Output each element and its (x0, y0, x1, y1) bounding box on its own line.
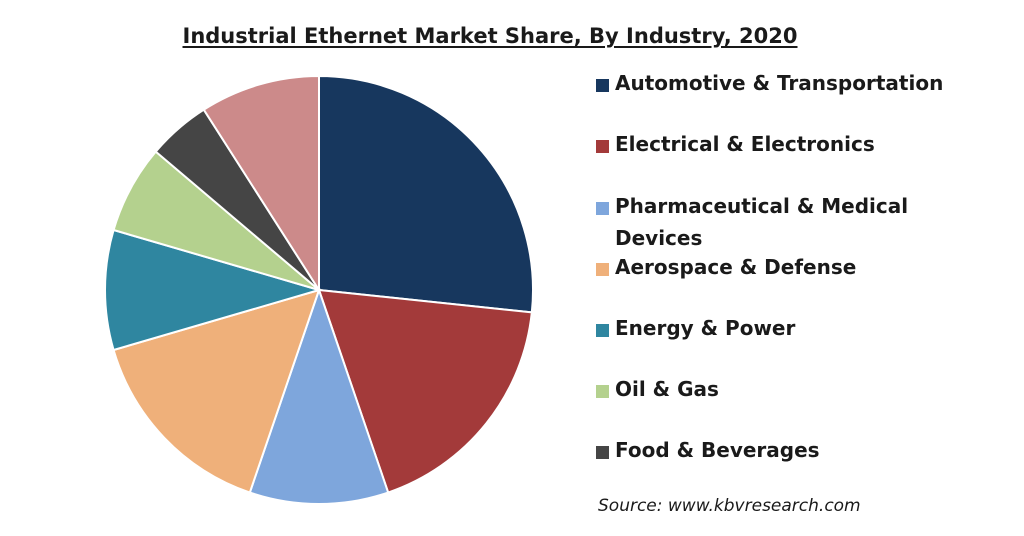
pie-slice-1 (318, 74, 534, 314)
chart-title: Industrial Ethernet Market Share, By Ind… (182, 24, 798, 48)
legend-swatch (596, 446, 609, 459)
legend-item: Energy & Power (596, 316, 1016, 344)
legend-swatch (596, 140, 609, 153)
legend-label: Pharmaceutical & Medical Devices (615, 194, 909, 250)
source-note: Source: www.kbvresearch.com (598, 496, 861, 516)
pie-chart (104, 74, 534, 505)
legend-item: Food & Beverages (596, 438, 1016, 466)
legend-swatch (596, 324, 609, 337)
legend-swatch (596, 79, 609, 92)
legend-label: Aerospace & Defense (615, 255, 857, 279)
pie-slice-3 (248, 286, 390, 505)
legend-item: Automotive & Transportation (596, 71, 1016, 99)
legend-label: Energy & Power (615, 316, 796, 340)
legend-label: Food & Beverages (615, 438, 820, 462)
legend-label: Automotive & Transportation (615, 71, 944, 95)
legend-swatch (596, 385, 609, 398)
pie-slice-4 (112, 288, 321, 494)
pie-slice-8 (202, 74, 320, 294)
legend-swatch (596, 202, 609, 215)
legend-swatch (596, 263, 609, 276)
pie-slice-2 (317, 288, 533, 494)
legend-item: Aerospace & Defense (596, 255, 1016, 283)
legend-label: Electrical & Electronics (615, 132, 875, 156)
legend-item: Oil & Gas (596, 377, 1016, 405)
pie-slice-5 (104, 228, 323, 352)
legend-item: Electrical & Electronics (596, 132, 1016, 160)
legend-item: Pharmaceutical & Medical Devices (596, 194, 1016, 254)
legend-label: Oil & Gas (615, 377, 719, 401)
